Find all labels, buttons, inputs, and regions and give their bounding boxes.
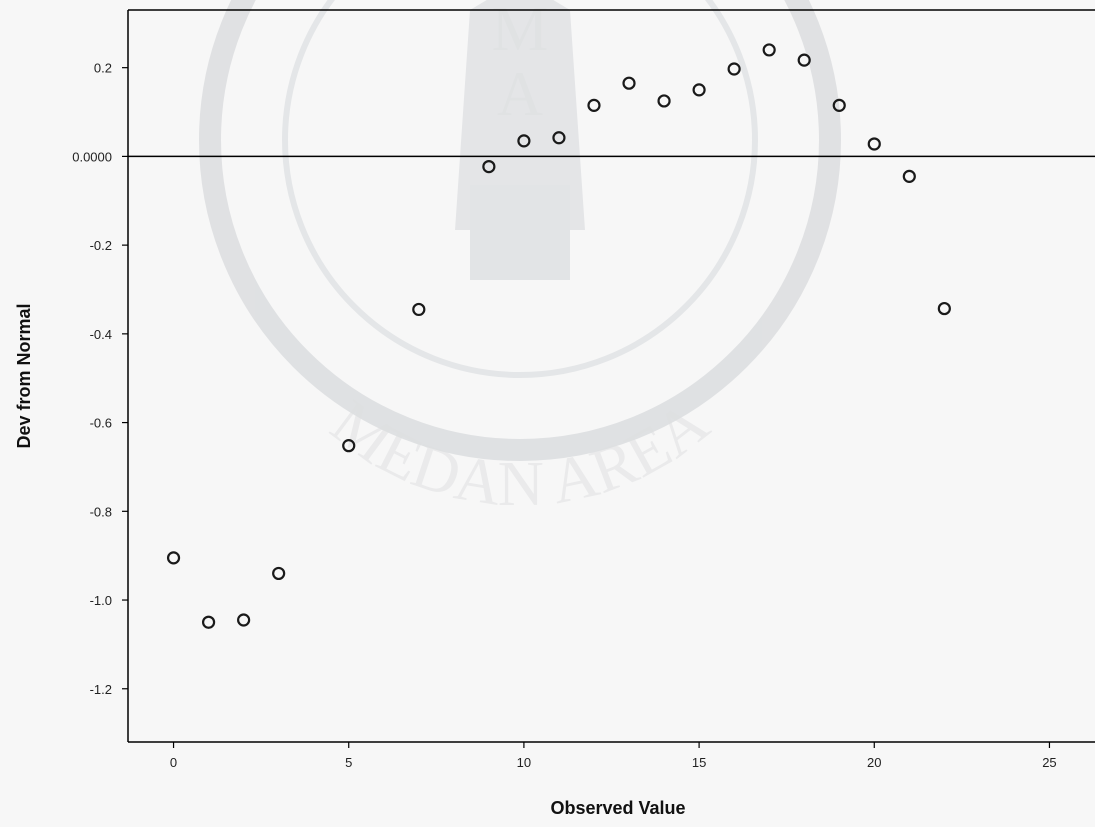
data-point xyxy=(937,301,951,316)
watermark-inner-ring xyxy=(282,0,758,378)
x-tick-label: 5 xyxy=(345,755,352,770)
data-point xyxy=(517,134,531,148)
y-tick-label: -0.6 xyxy=(90,416,112,431)
x-axis-ticks: 0 5 10 15 20 25 xyxy=(170,742,1057,770)
data-point xyxy=(657,94,671,108)
x-tick-label: 15 xyxy=(692,755,706,770)
y-tick-label: -0.8 xyxy=(90,504,112,519)
watermark-text: MEDAN AREA xyxy=(319,386,721,519)
data-point xyxy=(587,98,601,112)
data-point xyxy=(237,613,251,627)
watermark-ring xyxy=(199,0,841,461)
x-tick-label: 10 xyxy=(517,755,531,770)
watermark-letter-a: A xyxy=(497,58,543,129)
data-point xyxy=(412,302,426,317)
data-point xyxy=(482,160,496,174)
data-point xyxy=(342,439,356,453)
data-point xyxy=(762,43,776,57)
y-axis-title: Dev from Normal xyxy=(14,303,34,448)
data-point xyxy=(201,615,216,629)
x-tick-label: 25 xyxy=(1042,755,1056,770)
y-tick-label: 0.0000 xyxy=(72,149,112,164)
data-point xyxy=(902,169,916,183)
data-point xyxy=(552,131,566,145)
plot-frame xyxy=(127,9,1095,743)
y-tick-label: -1.0 xyxy=(90,593,112,608)
data-point xyxy=(692,83,706,97)
data-points xyxy=(166,43,951,629)
watermark-book xyxy=(470,185,570,280)
y-tick-label: -1.2 xyxy=(90,682,112,697)
data-point xyxy=(797,53,811,67)
y-tick-label: -0.4 xyxy=(90,327,112,342)
data-point xyxy=(622,76,636,90)
x-axis-title: Observed Value xyxy=(550,798,685,818)
data-point xyxy=(166,551,181,565)
data-point xyxy=(867,137,881,151)
data-point xyxy=(727,62,741,76)
y-tick-label: -0.2 xyxy=(90,238,112,253)
y-axis-ticks: 0.2 0.0000 -0.2 -0.4 -0.6 -0.8 -1.0 -1.2 xyxy=(72,61,128,697)
data-point xyxy=(832,98,846,112)
y-tick-label: 0.2 xyxy=(94,61,112,76)
x-tick-label: 0 xyxy=(170,755,177,770)
data-point xyxy=(272,566,286,581)
x-tick-label: 20 xyxy=(867,755,881,770)
watermark-logo: MEDAN AREA M A xyxy=(199,0,841,519)
